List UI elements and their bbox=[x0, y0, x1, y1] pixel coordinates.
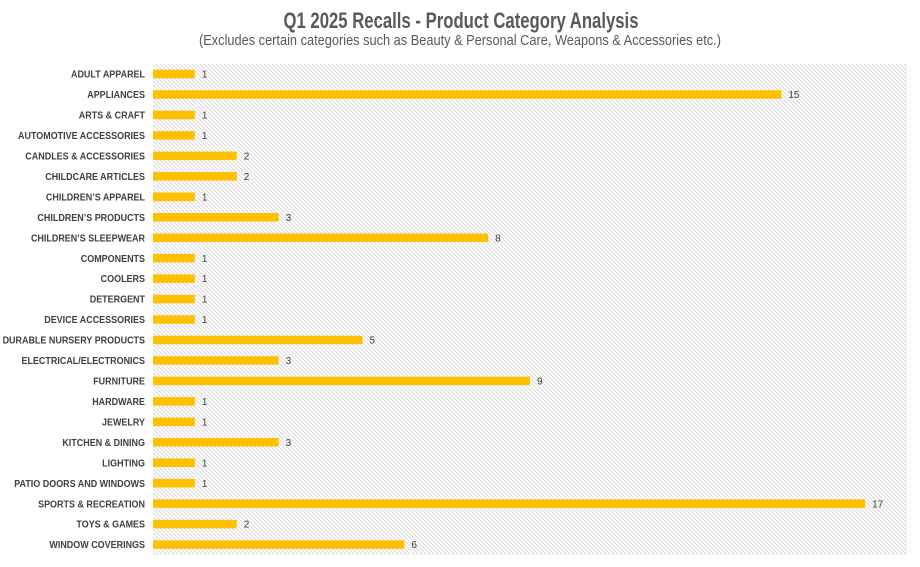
svg-text:DURABLE NURSERY PRODUCTS: DURABLE NURSERY PRODUCTS bbox=[3, 335, 146, 347]
svg-text:1: 1 bbox=[202, 479, 208, 490]
svg-text:DEVICE ACCESSORIES: DEVICE ACCESSORIES bbox=[44, 315, 145, 327]
svg-text:(Excludes certain categories s: (Excludes certain categories such as Bea… bbox=[199, 32, 721, 49]
svg-text:15: 15 bbox=[788, 90, 800, 101]
svg-text:HARDWARE: HARDWARE bbox=[92, 396, 145, 408]
svg-text:COMPONENTS: COMPONENTS bbox=[81, 253, 146, 265]
svg-text:9: 9 bbox=[537, 377, 543, 388]
svg-text:17: 17 bbox=[872, 499, 884, 510]
svg-text:ELECTRICAL/ELECTRONICS: ELECTRICAL/ELECTRONICS bbox=[22, 356, 146, 368]
svg-text:5: 5 bbox=[369, 336, 375, 347]
svg-text:1: 1 bbox=[202, 254, 208, 265]
svg-text:ARTS & CRAFT: ARTS & CRAFT bbox=[79, 110, 145, 122]
svg-text:CHILDCARE ARTICLES: CHILDCARE ARTICLES bbox=[45, 171, 145, 183]
svg-text:2: 2 bbox=[244, 172, 250, 183]
svg-text:DETERGENT: DETERGENT bbox=[90, 294, 145, 306]
svg-text:1: 1 bbox=[202, 315, 208, 326]
svg-text:3: 3 bbox=[286, 438, 292, 449]
svg-text:1: 1 bbox=[202, 131, 208, 142]
svg-text:APPLIANCES: APPLIANCES bbox=[87, 90, 145, 102]
svg-text:1: 1 bbox=[202, 70, 208, 81]
svg-text:2: 2 bbox=[244, 520, 250, 531]
svg-text:6: 6 bbox=[411, 540, 417, 551]
svg-text:PATIO DOORS AND WINDOWS: PATIO DOORS AND WINDOWS bbox=[14, 478, 145, 490]
svg-text:2: 2 bbox=[244, 151, 250, 162]
svg-text:SPORTS & RECREATION: SPORTS & RECREATION bbox=[38, 499, 145, 511]
svg-text:3: 3 bbox=[286, 356, 292, 367]
svg-text:COOLERS: COOLERS bbox=[101, 274, 146, 286]
svg-text:KITCHEN & DINING: KITCHEN & DINING bbox=[62, 437, 145, 449]
svg-text:1: 1 bbox=[202, 274, 208, 285]
svg-text:Q1 2025 Recalls - Product Cate: Q1 2025 Recalls - Product Category Analy… bbox=[284, 8, 639, 33]
svg-text:1: 1 bbox=[202, 458, 208, 469]
svg-text:FURNITURE: FURNITURE bbox=[93, 376, 145, 388]
svg-text:WINDOW COVERINGS: WINDOW COVERINGS bbox=[49, 540, 145, 552]
svg-text:8: 8 bbox=[495, 233, 501, 244]
svg-text:AUTOMOTIVE ACCESSORIES: AUTOMOTIVE ACCESSORIES bbox=[18, 131, 146, 143]
svg-text:CHILDREN’S SLEEPWEAR: CHILDREN’S SLEEPWEAR bbox=[31, 233, 145, 245]
svg-text:1: 1 bbox=[202, 295, 208, 306]
svg-text:JEWELRY: JEWELRY bbox=[102, 417, 146, 429]
svg-text:1: 1 bbox=[202, 192, 208, 203]
svg-text:ADULT APPAREL: ADULT APPAREL bbox=[71, 69, 145, 81]
svg-text:1: 1 bbox=[202, 417, 208, 428]
svg-text:CHILDREN’S APPAREL: CHILDREN’S APPAREL bbox=[46, 192, 145, 204]
svg-text:CANDLES & ACCESSORIES: CANDLES & ACCESSORIES bbox=[25, 151, 145, 163]
svg-text:TOYS & GAMES: TOYS & GAMES bbox=[76, 519, 145, 531]
svg-text:1: 1 bbox=[202, 111, 208, 122]
svg-text:LIGHTING: LIGHTING bbox=[102, 458, 145, 470]
svg-text:1: 1 bbox=[202, 397, 208, 408]
svg-text:3: 3 bbox=[286, 213, 292, 224]
svg-text:CHILDREN’S PRODUCTS: CHILDREN’S PRODUCTS bbox=[37, 212, 145, 224]
